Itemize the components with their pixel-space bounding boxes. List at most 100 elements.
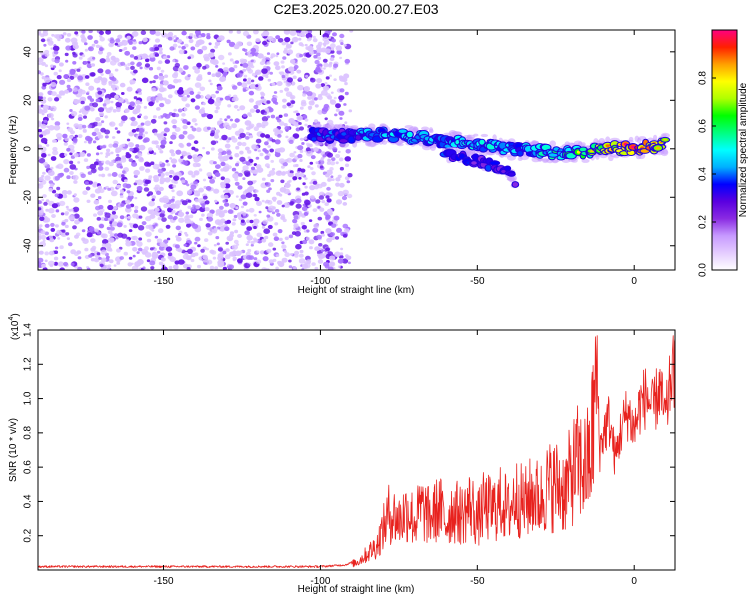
noise-blob xyxy=(194,148,199,152)
noise-blob xyxy=(125,239,130,243)
noise-blob xyxy=(226,39,231,44)
noise-blob xyxy=(342,234,348,238)
noise-blob xyxy=(191,118,197,123)
noise-blob xyxy=(235,195,239,198)
noise-blob xyxy=(287,45,290,48)
noise-blob xyxy=(116,108,121,113)
signal-halo xyxy=(653,134,658,141)
noise-blob xyxy=(170,158,178,164)
noise-blob xyxy=(328,64,332,68)
noise-blob xyxy=(143,187,150,192)
noise-blob xyxy=(57,261,65,267)
noise-blob xyxy=(219,97,224,101)
noise-blob xyxy=(202,102,206,106)
noise-blob xyxy=(172,73,178,79)
noise-blob xyxy=(215,90,219,94)
noise-blob xyxy=(121,143,126,147)
noise-blob xyxy=(38,108,44,114)
noise-blob xyxy=(331,157,336,162)
noise-blob xyxy=(128,256,133,260)
noise-blob xyxy=(310,155,316,160)
noise-blob xyxy=(112,109,117,113)
noise-blob xyxy=(247,248,252,253)
noise-blob xyxy=(133,182,138,186)
noise-blob xyxy=(186,267,191,270)
noise-blob xyxy=(242,201,248,206)
noise-blob xyxy=(95,44,100,48)
noise-blob xyxy=(217,148,223,153)
noise-blob xyxy=(44,223,50,228)
noise-blob xyxy=(131,236,136,240)
noise-blob xyxy=(239,132,246,139)
noise-blob xyxy=(54,58,60,64)
noise-blob xyxy=(104,166,110,171)
noise-blob xyxy=(208,42,212,46)
noise-blob xyxy=(66,237,70,241)
noise-blob xyxy=(228,41,236,47)
noise-blob xyxy=(156,190,162,195)
noise-blob xyxy=(275,66,279,70)
y-tick-label: 0.4 xyxy=(23,494,34,508)
noise-blob xyxy=(324,151,332,157)
noise-blob xyxy=(269,148,275,153)
snr-panel: -150 -100 -50 0 0.20.40.60.81.01.21.4 Heigh… xyxy=(8,313,676,595)
noise-blob xyxy=(131,161,138,167)
noise-blob xyxy=(241,142,247,147)
noise-blob xyxy=(217,120,223,125)
noise-blob xyxy=(266,52,271,55)
noise-blob xyxy=(110,213,117,219)
noise-blob xyxy=(90,63,96,67)
noise-blob xyxy=(214,41,221,46)
noise-blob xyxy=(204,238,209,243)
noise-blob xyxy=(107,187,111,191)
noise-blob xyxy=(87,140,92,144)
noise-blob xyxy=(303,211,309,216)
noise-blob xyxy=(178,134,185,140)
noise-blob xyxy=(185,211,190,215)
snr-y-scale-base: (x10 xyxy=(10,320,21,340)
noise-blob xyxy=(278,193,283,197)
noise-blob xyxy=(115,147,122,153)
noise-blob xyxy=(148,175,153,179)
noise-blob xyxy=(293,223,299,228)
noise-blob xyxy=(223,194,229,200)
noise-blob xyxy=(70,249,77,255)
noise-blob xyxy=(215,129,220,134)
noise-blob xyxy=(109,226,115,231)
noise-blob xyxy=(261,68,268,74)
noise-blob xyxy=(214,45,219,49)
noise-blob xyxy=(300,137,304,141)
noise-blob xyxy=(239,105,246,111)
noise-blob xyxy=(109,106,114,111)
noise-blob xyxy=(237,108,240,112)
noise-blob xyxy=(72,225,77,230)
noise-blob xyxy=(275,266,279,270)
noise-blob xyxy=(85,181,89,185)
noise-blob xyxy=(191,127,197,132)
noise-blob xyxy=(226,235,234,242)
noise-blob xyxy=(259,61,265,66)
noise-blob xyxy=(213,244,217,247)
noise-blob xyxy=(343,103,347,106)
noise-blob xyxy=(110,100,114,104)
noise-blob xyxy=(334,236,340,240)
noise-blob xyxy=(51,117,55,121)
noise-blob xyxy=(99,34,103,38)
noise-blob xyxy=(313,147,319,152)
noise-blob xyxy=(244,172,251,177)
noise-blob xyxy=(246,41,253,47)
noise-blob xyxy=(324,251,328,255)
noise-blob xyxy=(222,62,226,65)
noise-blob xyxy=(283,80,287,84)
noise-blob xyxy=(231,123,238,129)
noise-blob xyxy=(184,215,190,221)
noise-blob xyxy=(335,103,341,109)
noise-blob xyxy=(345,255,352,261)
noise-blob xyxy=(49,235,53,239)
noise-blob xyxy=(337,190,344,197)
noise-blob xyxy=(72,206,80,212)
noise-blob xyxy=(109,39,115,44)
noise-blob xyxy=(54,246,59,250)
noise-blob xyxy=(333,215,340,221)
noise-blob xyxy=(132,223,139,229)
